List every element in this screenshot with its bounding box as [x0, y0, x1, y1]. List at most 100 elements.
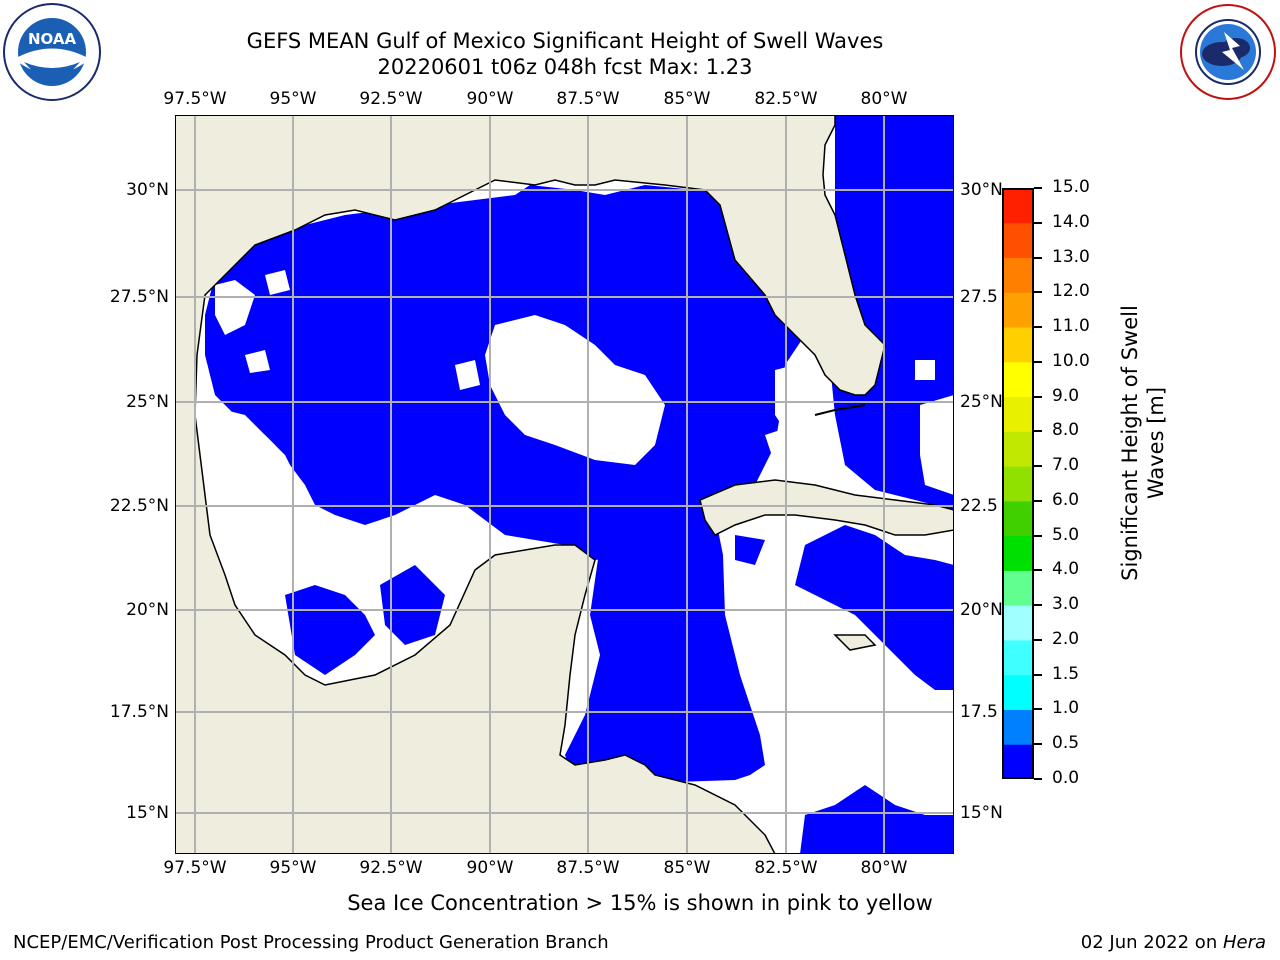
land-masses: [174, 114, 955, 855]
colorbar-tick-label: 9.0: [1052, 385, 1080, 406]
colorbar-tick-mark: [1034, 708, 1042, 711]
lat-label-left: 27.5°N: [109, 287, 169, 307]
lat-label-right: 30°N: [960, 180, 1003, 200]
colorbar-label-line1: Significant Height of Swell: [1118, 305, 1142, 581]
lon-label-top: 80°W: [860, 89, 908, 109]
noaa-logo: NOAA: [2, 2, 102, 102]
colorbar-tick-mark: [1034, 673, 1042, 676]
colorbar-tick-mark: [1034, 534, 1042, 537]
lon-label-top: 92.5°W: [359, 89, 423, 109]
map-title: GEFS MEAN Gulf of Mexico Significant Hei…: [246, 29, 884, 53]
colorbar-tick-mark: [1034, 604, 1042, 607]
colorbar-tick-mark: [1034, 187, 1042, 189]
lon-label-top: 85°W: [663, 89, 711, 109]
colorbar-tick-label: 13.0: [1052, 246, 1090, 267]
lon-label-top: 95°W: [269, 89, 317, 109]
colorbar-tick-mark: [1034, 221, 1042, 224]
colorbar-tick-mark: [1034, 465, 1042, 468]
lon-label-bottom: 97.5°W: [163, 858, 227, 878]
lat-label-left: 30°N: [126, 180, 169, 200]
swell-map: [174, 114, 955, 855]
lon-label-bottom: 82.5°W: [754, 858, 818, 878]
lat-label-right: 22.5: [960, 496, 998, 516]
lon-label-bottom: 85°W: [663, 858, 711, 878]
lat-label-right: 15°N: [960, 803, 1003, 823]
colorbar-tick-label: 1.0: [1052, 698, 1080, 719]
colorbar-segment: [1002, 744, 1034, 780]
colorbar-segment: [1002, 257, 1034, 293]
colorbar-tick-label: 12.0: [1052, 281, 1090, 302]
colorbar-tick-label: 7.0: [1052, 455, 1080, 476]
colorbar-tick-mark: [1034, 326, 1042, 329]
lat-label-left: 15°N: [126, 803, 169, 823]
lon-label-top: 90°W: [466, 89, 514, 109]
colorbar-tick-mark: [1034, 256, 1042, 259]
lon-label-top: 97.5°W: [163, 89, 227, 109]
colorbar-segment: [1002, 674, 1034, 710]
colorbar-tick-label: 6.0: [1052, 489, 1080, 510]
colorbar-tick-label: 0.0: [1052, 768, 1080, 788]
colorbar-segment: [1002, 605, 1034, 641]
colorbar-label-line2: Waves [m]: [1144, 386, 1168, 500]
lat-label-right: 17.5: [960, 702, 998, 722]
map-panel: [174, 114, 955, 855]
colorbar-tick-mark: [1034, 291, 1042, 294]
footer-date: 02 Jun 2022 on: [1080, 932, 1223, 953]
lon-label-bottom: 80°W: [860, 858, 908, 878]
colorbar-tick-mark: [1034, 499, 1042, 502]
colorbar-segment: [1002, 292, 1034, 328]
colorbar-segment: [1002, 188, 1034, 224]
lat-label-right: 20°N: [960, 600, 1003, 620]
colorbar-tick-label: 2.0: [1052, 628, 1080, 649]
lat-label-right: 25°N: [960, 392, 1003, 412]
colorbar-svg: [1002, 188, 1034, 780]
colorbar-tick-label: 5.0: [1052, 524, 1080, 545]
map-subtitle: 20220601 t06z 048h fcst Max: 1.23: [377, 55, 753, 79]
colorbar-tick-mark: [1034, 395, 1042, 398]
colorbar-segment: [1002, 222, 1034, 259]
colorbar-tick-label: 8.0: [1052, 420, 1080, 441]
colorbar-segment: [1002, 327, 1034, 363]
colorbar: [1002, 188, 1034, 780]
colorbar-tick-label: 15.0: [1052, 177, 1090, 197]
graticule: [175, 115, 954, 854]
colorbar-segment: [1002, 535, 1034, 571]
colorbar-segment: [1002, 639, 1034, 676]
lon-label-bottom: 95°W: [269, 858, 317, 878]
lat-label-left: 22.5°N: [109, 496, 169, 516]
colorbar-tick-mark: [1034, 430, 1042, 433]
colorbar-tick-label: 4.0: [1052, 559, 1080, 580]
swell-field-gaps: [205, 270, 954, 525]
colorbar-segment: [1002, 709, 1034, 745]
lat-label-left: 25°N: [126, 392, 169, 412]
colorbar-tick-mark: [1034, 360, 1042, 363]
lon-label-bottom: 87.5°W: [556, 858, 620, 878]
colorbar-segment: [1002, 361, 1034, 398]
footer-left: NCEP/EMC/Verification Post Processing Pr…: [13, 932, 609, 953]
lon-label-top: 82.5°W: [754, 89, 818, 109]
colorbar-tick-mark: [1034, 638, 1042, 641]
colorbar-tick-mark: [1034, 569, 1042, 572]
footer-host: Hera: [1222, 932, 1266, 953]
lon-label-bottom: 90°W: [466, 858, 514, 878]
colorbar-segment: [1002, 500, 1034, 537]
colorbar-segment: [1002, 570, 1034, 606]
colorbar-segment: [1002, 431, 1034, 467]
nws-logo: [1178, 2, 1278, 102]
noaa-logo-text: NOAA: [28, 30, 77, 48]
colorbar-tick-mark: [1034, 778, 1042, 780]
colorbar-segment: [1002, 466, 1034, 502]
lat-label-left: 20°N: [126, 600, 169, 620]
lat-label-left: 17.5°N: [109, 702, 169, 722]
footer-right: 02 Jun 2022 on Hera: [1081, 932, 1266, 953]
colorbar-tick-mark: [1034, 743, 1042, 746]
colorbar-segment: [1002, 396, 1034, 432]
colorbar-tick-label: 3.0: [1052, 594, 1080, 615]
sea-ice-caption: Sea Ice Concentration > 15% is shown in …: [347, 891, 933, 915]
colorbar-tick-label: 10.0: [1052, 350, 1090, 371]
lon-label-bottom: 92.5°W: [359, 858, 423, 878]
colorbar-tick-label: 11.0: [1052, 316, 1090, 337]
lat-label-right: 27.5: [960, 287, 998, 307]
colorbar-tick-label: 0.5: [1052, 733, 1080, 754]
colorbar-tick-label: 14.0: [1052, 211, 1090, 232]
